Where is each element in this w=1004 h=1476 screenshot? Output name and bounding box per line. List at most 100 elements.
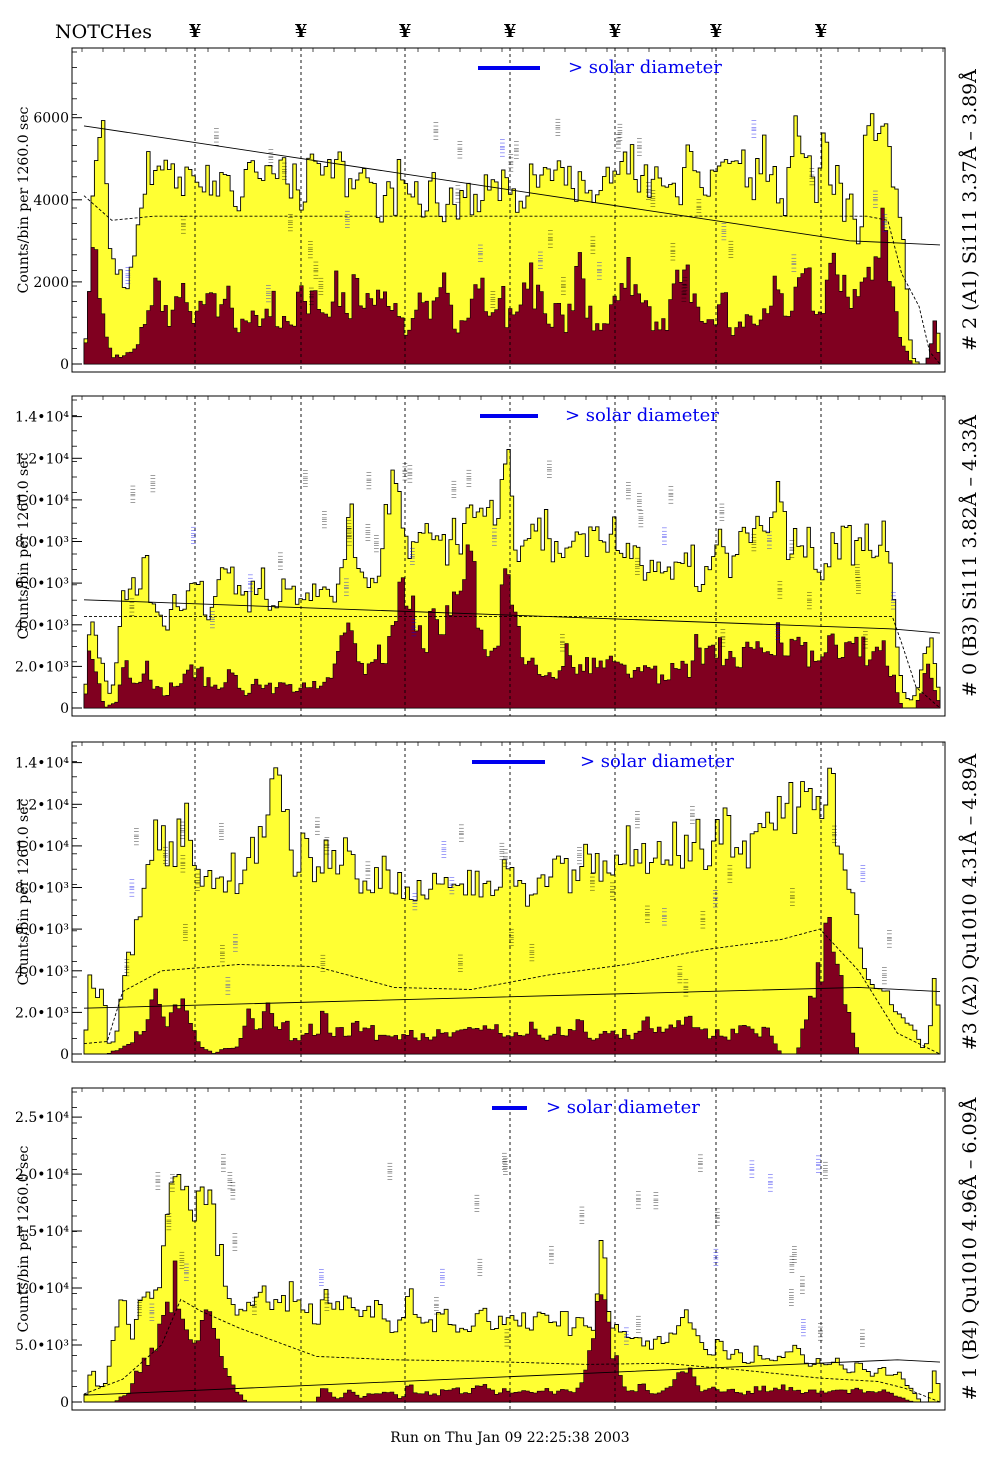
run-timestamp: Run on Thu Jan 09 22:25:38 2003 xyxy=(390,1430,629,1446)
annotation-mark: | | ||| | | xyxy=(179,1251,185,1269)
annotation-mark: | | ||| | | xyxy=(791,254,797,272)
legend-solar-diameter-bar xyxy=(492,1106,527,1110)
annotation-mark: | | ||| | | xyxy=(809,167,815,185)
annotation-mark: | | ||| | | xyxy=(681,284,687,302)
annotation-mark: | | ||| | | xyxy=(324,836,330,854)
annotation-mark: | | ||| | | xyxy=(860,864,866,882)
annotation-mark: | | ||| | | xyxy=(345,210,351,228)
annotation-mark: | | ||| | | xyxy=(537,251,543,269)
y-tick-label: 4.0•10³ xyxy=(15,618,69,634)
annotation-mark: | | ||| | | xyxy=(589,873,595,891)
annotation-mark: | | ||| | | xyxy=(555,118,561,136)
annotation-mark: | | ||| | | xyxy=(474,1194,480,1212)
y-tick-label: 0 xyxy=(60,357,69,373)
panel-a1-si111: | | ||| | || | ||| | || | ||| | || | |||… xyxy=(16,47,981,373)
annotation-mark: | | ||| | | xyxy=(653,1191,659,1209)
legend-solar-diameter-bar xyxy=(480,414,538,418)
annotation-mark: | | ||| | | xyxy=(129,598,135,616)
annotation-mark: | | ||| | | xyxy=(411,618,417,636)
annotation-mark: | | ||| | | xyxy=(180,821,186,839)
annotation-mark: | | ||| | | xyxy=(719,503,725,521)
annotation-mark: | | ||| | | xyxy=(433,122,439,140)
annotation-mark: | | ||| | | xyxy=(547,460,553,478)
annotation-mark: | | ||| | | xyxy=(661,527,667,545)
notch-marker-5: ¥ xyxy=(609,21,622,42)
annotation-mark: | | ||| | | xyxy=(499,842,505,860)
annotation-mark: | | ||| | | xyxy=(412,892,418,910)
annotation-mark: | | ||| | | xyxy=(459,824,465,842)
y-tick-label: 2.0•10⁴ xyxy=(15,1167,69,1183)
annotation-mark: | | ||| | | xyxy=(560,633,566,651)
annotation-mark: | | ||| | | xyxy=(210,610,216,628)
annotation-mark: | | ||| | | xyxy=(183,1263,189,1281)
annotation-mark: | | ||| | | xyxy=(728,240,734,258)
annotation-mark: | | ||| | | xyxy=(268,148,274,166)
annotation-mark: | | ||| | | xyxy=(549,1246,555,1264)
annotation-mark: | | ||| | | xyxy=(682,276,688,294)
line-annotations: | | ||| | || | ||| | || | ||| | || | |||… xyxy=(136,1152,865,1347)
annotation-mark: | | ||| | | xyxy=(225,977,231,995)
annotation-mark: | | ||| | | xyxy=(767,531,773,549)
notches-label: NOTCHes xyxy=(55,21,152,43)
annotation-mark: | | ||| | | xyxy=(455,185,461,203)
histogram-dark-counts xyxy=(84,917,940,1055)
notch-marker-7: ¥ xyxy=(815,21,828,42)
annotation-mark: | | ||| | | xyxy=(696,198,702,216)
y-tick-label: 4.0•10³ xyxy=(15,964,69,980)
annotation-mark: | | ||| | | xyxy=(308,240,314,258)
annotation-mark: | | ||| | | xyxy=(155,1172,161,1190)
annotation-mark: | | ||| | | xyxy=(650,189,656,207)
legend: > solar diameter xyxy=(472,751,734,772)
annotation-mark: | | ||| | | xyxy=(577,846,583,864)
y-tick-label: 6.0•10³ xyxy=(15,576,69,592)
annotation-mark: | | ||| | | xyxy=(514,141,520,159)
annotation-mark: | | ||| | | xyxy=(136,1298,142,1316)
annotation-mark: | | ||| | | xyxy=(374,534,380,552)
annotation-mark: | | ||| | | xyxy=(636,1191,642,1209)
annotation-mark: | | ||| | | xyxy=(799,1276,805,1294)
annotation-mark: | | ||| | | xyxy=(248,574,254,592)
annotation-mark: | | ||| | | xyxy=(321,510,327,528)
plot-frame xyxy=(71,1087,946,1411)
line-annotations: | | ||| | | | | ||| | | | | ||| | | | | |||… xyxy=(129,460,896,652)
annotation-mark: | | ||| | | xyxy=(504,1328,510,1346)
annotation-mark: | | ||| | | xyxy=(634,810,640,828)
annotation-mark: | | ||| | | xyxy=(855,563,861,581)
annotation-mark: | | ||| | | xyxy=(313,261,319,279)
annotation-mark: | | ||| | | xyxy=(617,123,623,141)
annotation-mark: | | ||| | | xyxy=(166,1212,172,1230)
dashed-model-curve xyxy=(83,195,941,365)
annotation-mark: | | ||| | | xyxy=(324,1293,330,1311)
annotation-mark: | | ||| | | xyxy=(720,629,726,647)
plot-frame xyxy=(71,47,946,373)
annotation-mark: | | ||| | | xyxy=(677,965,683,983)
annotation-mark: | | ||| | | xyxy=(862,630,868,648)
annotation-mark: | | ||| | | xyxy=(318,1268,324,1286)
notch-marker-2: ¥ xyxy=(295,21,308,42)
legend: > solar diameter xyxy=(478,57,722,78)
annotation-mark: | | ||| | | xyxy=(500,139,506,157)
annotation-mark: | | ||| | | xyxy=(891,591,897,609)
histogram-total-counts xyxy=(83,767,941,1055)
y-tick-label: 1.5•10⁴ xyxy=(15,1224,69,1240)
annotation-mark: | | ||| | | xyxy=(441,840,447,858)
annotation-mark: | | ||| | | xyxy=(169,1174,175,1192)
annotation-mark: | | ||| | | xyxy=(492,528,498,546)
y-tick-label: 2.0•10³ xyxy=(15,659,69,675)
legend-label: > solar diameter xyxy=(568,57,722,78)
annotation-mark: | | ||| | | xyxy=(815,1155,821,1173)
annotation-mark: | | ||| | | xyxy=(387,1162,393,1180)
annotation-mark: | | ||| | | xyxy=(636,138,642,156)
annotation-mark: | | ||| | | xyxy=(638,509,644,527)
annotation-mark: | | ||| | | xyxy=(366,471,372,489)
annotation-mark: | | ||| | | xyxy=(615,134,621,152)
notch-marker-4: ¥ xyxy=(504,21,517,42)
annotation-mark: | | ||| | | xyxy=(561,277,567,295)
y-axis-label: Counts/bin per 1260.0 sec xyxy=(16,106,32,293)
annotation-mark: | | ||| | | xyxy=(700,910,706,928)
annotation-mark: | | ||| | | xyxy=(832,825,838,843)
legend: > solar diameter xyxy=(492,1097,700,1118)
solid-trend-line xyxy=(83,125,941,246)
annotation-mark: | | ||| | | xyxy=(713,1248,719,1266)
annotation-mark: | | ||| | | xyxy=(624,1327,630,1345)
